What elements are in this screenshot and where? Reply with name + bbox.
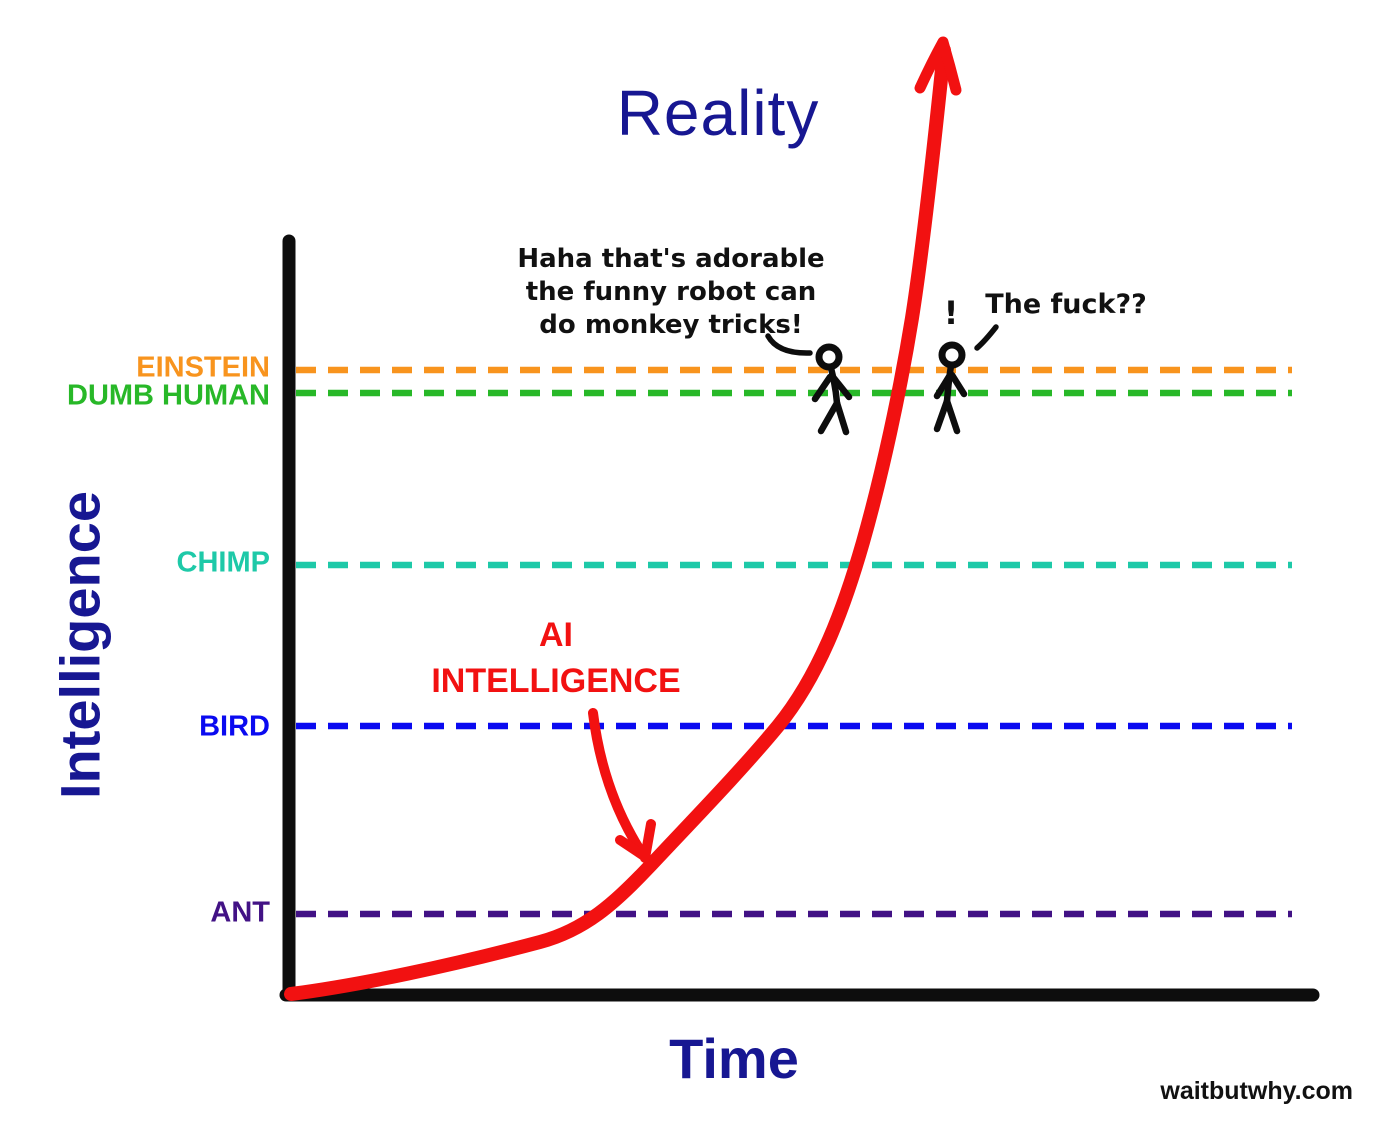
surprise-exclamation: ! (943, 294, 959, 332)
stick-figure-left-arms (811, 373, 853, 403)
stick-figure-right-legs (933, 397, 961, 435)
stick-figure-right-arms (933, 371, 968, 400)
dumb-human-label: DUMB HUMAN (67, 379, 270, 412)
speech-tail-right-icon (974, 324, 999, 351)
speech-bubble-left: Haha that's adorable the funny robot can… (517, 243, 824, 342)
ai-intelligence-label: AI INTELLIGENCE (431, 612, 680, 704)
y-axis-label: Intelligence (48, 490, 112, 800)
label-arrowhead-icon (615, 819, 656, 863)
ai-curve (284, 43, 951, 1001)
einstein-label: EINSTEIN (136, 351, 270, 384)
label-arrow (588, 708, 645, 855)
speech-line-2: the funny robot can (525, 277, 817, 307)
ai-intelligence-label-line1: AI (539, 616, 573, 654)
speech-line-3: do monkey tricks! (539, 310, 803, 340)
watermark: waitbutwhy.com (1160, 1077, 1353, 1105)
stick-figure-left-legs (817, 399, 850, 436)
stick-figure-left-head (815, 343, 843, 371)
speech-bubble-right: The fuck?? (985, 289, 1147, 320)
ant-label: ANT (210, 896, 270, 929)
speech-line-1: Haha that's adorable (517, 244, 825, 274)
stick-figure-right (933, 341, 968, 435)
bird-label: BIRD (199, 710, 270, 743)
ai-intelligence-label-line2: INTELLIGENCE (431, 662, 681, 700)
chart-title: Reality (616, 77, 820, 149)
x-axis-label: Time (669, 1027, 799, 1090)
ai-curve-arrowhead-icon (914, 36, 962, 96)
stick-figure-right-head (938, 341, 966, 369)
chimp-label: CHIMP (176, 546, 270, 579)
speech-tail-left-icon (765, 333, 813, 356)
stick-figure-left (811, 343, 853, 436)
